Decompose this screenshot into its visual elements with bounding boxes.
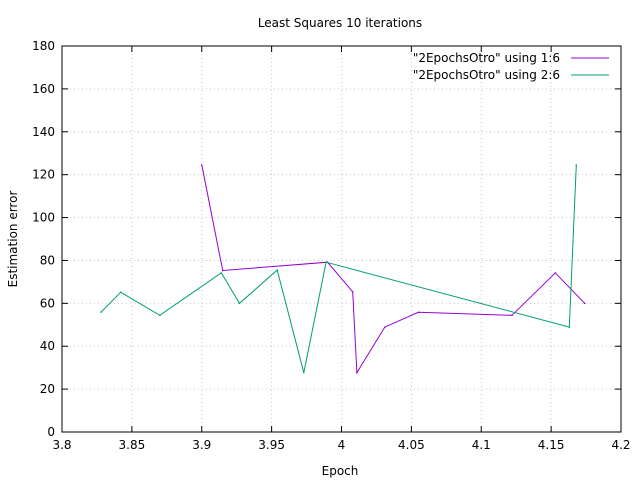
chart-title: Least Squares 10 iterations — [258, 16, 422, 30]
y-tick-label: 80 — [40, 253, 55, 267]
data-point-series-2 — [325, 261, 327, 263]
data-point-series-1 — [384, 326, 386, 328]
x-tick-label: 4.15 — [538, 438, 565, 452]
grid-lines — [62, 46, 621, 432]
data-point-series-2 — [119, 291, 122, 293]
series-layer — [100, 164, 586, 375]
legend-label-series-1: "2EpochsOtro" using 1:6 — [413, 51, 560, 65]
data-point-series-2 — [238, 302, 241, 305]
data-point-series-2 — [568, 326, 571, 328]
x-tick-label: 4 — [338, 438, 346, 452]
x-tick-label: 3.95 — [258, 438, 285, 452]
legend: "2EpochsOtro" using 1:6 "2EpochsOtro" us… — [413, 51, 609, 82]
data-point-series-1 — [351, 290, 354, 293]
y-tick-label: 140 — [32, 125, 55, 139]
axis-ticks: 0 20 40 60 80 100 120 140 160 180 3.8 3.85 3.9 3.95 4 4… — [32, 39, 630, 452]
series-line-2 — [100, 164, 577, 373]
data-point-series-2 — [276, 269, 279, 271]
y-tick-label: 40 — [40, 339, 55, 353]
data-point-series-2 — [302, 371, 305, 374]
legend-label-series-2: "2EpochsOtro" using 2:6 — [413, 68, 560, 82]
data-point-series-1 — [554, 272, 557, 274]
x-tick-label: 4.2 — [611, 438, 630, 452]
x-axis-label: Epoch — [322, 464, 359, 478]
y-tick-label: 160 — [32, 82, 55, 96]
x-tick-label: 4.1 — [472, 438, 491, 452]
y-tick-label: 0 — [47, 425, 55, 439]
data-point-series-1 — [417, 311, 420, 314]
y-tick-label: 180 — [32, 39, 55, 53]
data-point-series-1 — [200, 164, 203, 166]
series-line-1 — [201, 164, 586, 375]
data-point-series-2 — [220, 272, 223, 274]
y-tick-label: 120 — [32, 168, 55, 182]
y-tick-label: 100 — [32, 211, 55, 225]
data-point-series-1 — [511, 314, 513, 317]
x-tick-label: 4.05 — [398, 438, 425, 452]
data-point-series-2 — [575, 164, 578, 166]
data-point-series-1 — [583, 302, 586, 305]
data-point-series-2 — [100, 311, 102, 313]
data-point-series-1 — [356, 371, 358, 374]
data-point-series-1 — [221, 269, 224, 272]
x-tick-label: 3.9 — [192, 438, 211, 452]
y-tick-label: 60 — [40, 296, 55, 310]
y-axis-label: Estimation error — [6, 191, 20, 288]
x-tick-label: 3.85 — [119, 438, 146, 452]
y-tick-label: 20 — [40, 382, 55, 396]
data-point-series-2 — [159, 314, 161, 317]
x-tick-label: 3.8 — [52, 438, 71, 452]
